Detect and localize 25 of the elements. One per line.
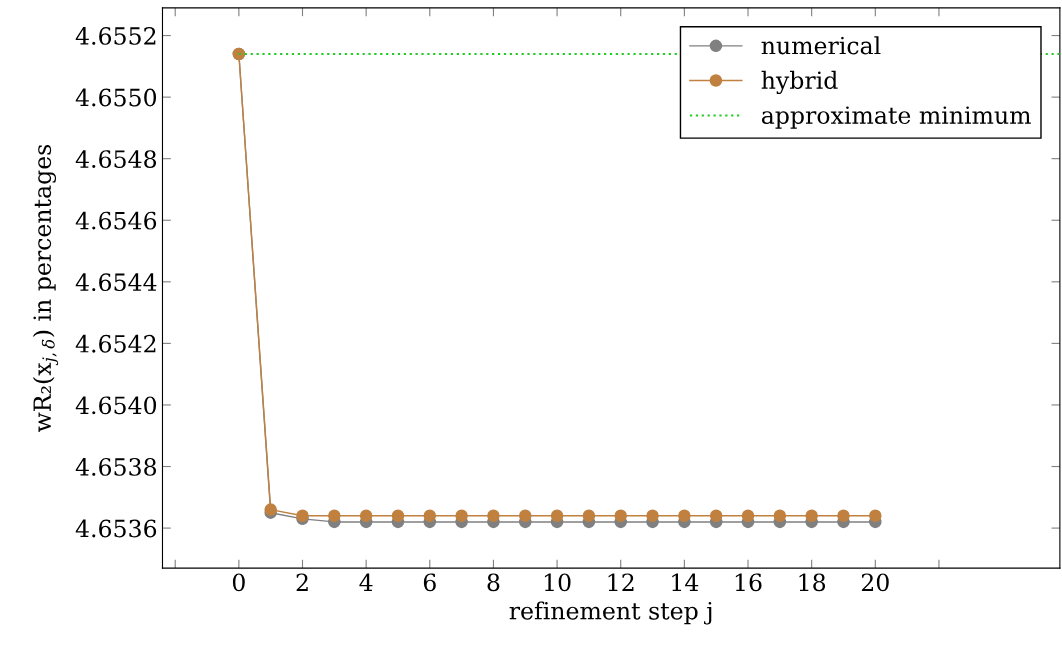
y-tick-label: 4.6540 [75,396,157,415]
y-tick-label: 4.6542 [75,334,156,353]
legend-label: approximate minimum [761,106,1031,129]
x-tick-label: 2 [296,573,308,591]
x-tick-label: 18 [799,573,826,592]
x-tick-label: 6 [423,573,436,592]
y-tick-label: 4.6550 [75,88,157,107]
legend-label: hybrid [761,70,838,95]
x-axis-title: refinement step j [509,601,712,625]
legend-label: numerical [761,36,881,55]
x-tick-label: 14 [672,573,699,591]
y-tick-label: 4.6544 [75,273,157,292]
x-tick-label: 8 [487,573,500,592]
y-tick-label: 4.6548 [75,150,157,168]
x-tick-label: 12 [608,573,634,591]
x-tick-label: 0 [232,573,245,592]
y-tick-label: 4.6538 [75,457,157,476]
y-tick-label: 4.6552 [75,26,156,45]
x-tick-label: 10 [544,573,571,592]
x-tick-label: 4 [359,573,373,591]
x-tick-label: 20 [861,573,889,592]
y-tick-label: 4.6536 [75,519,157,538]
x-tick-label: 16 [735,573,762,592]
y-tick-label: 4.6546 [75,211,157,230]
y-axis-title: wR₂(x$_{j,δ}$) in percentages [32,144,59,433]
